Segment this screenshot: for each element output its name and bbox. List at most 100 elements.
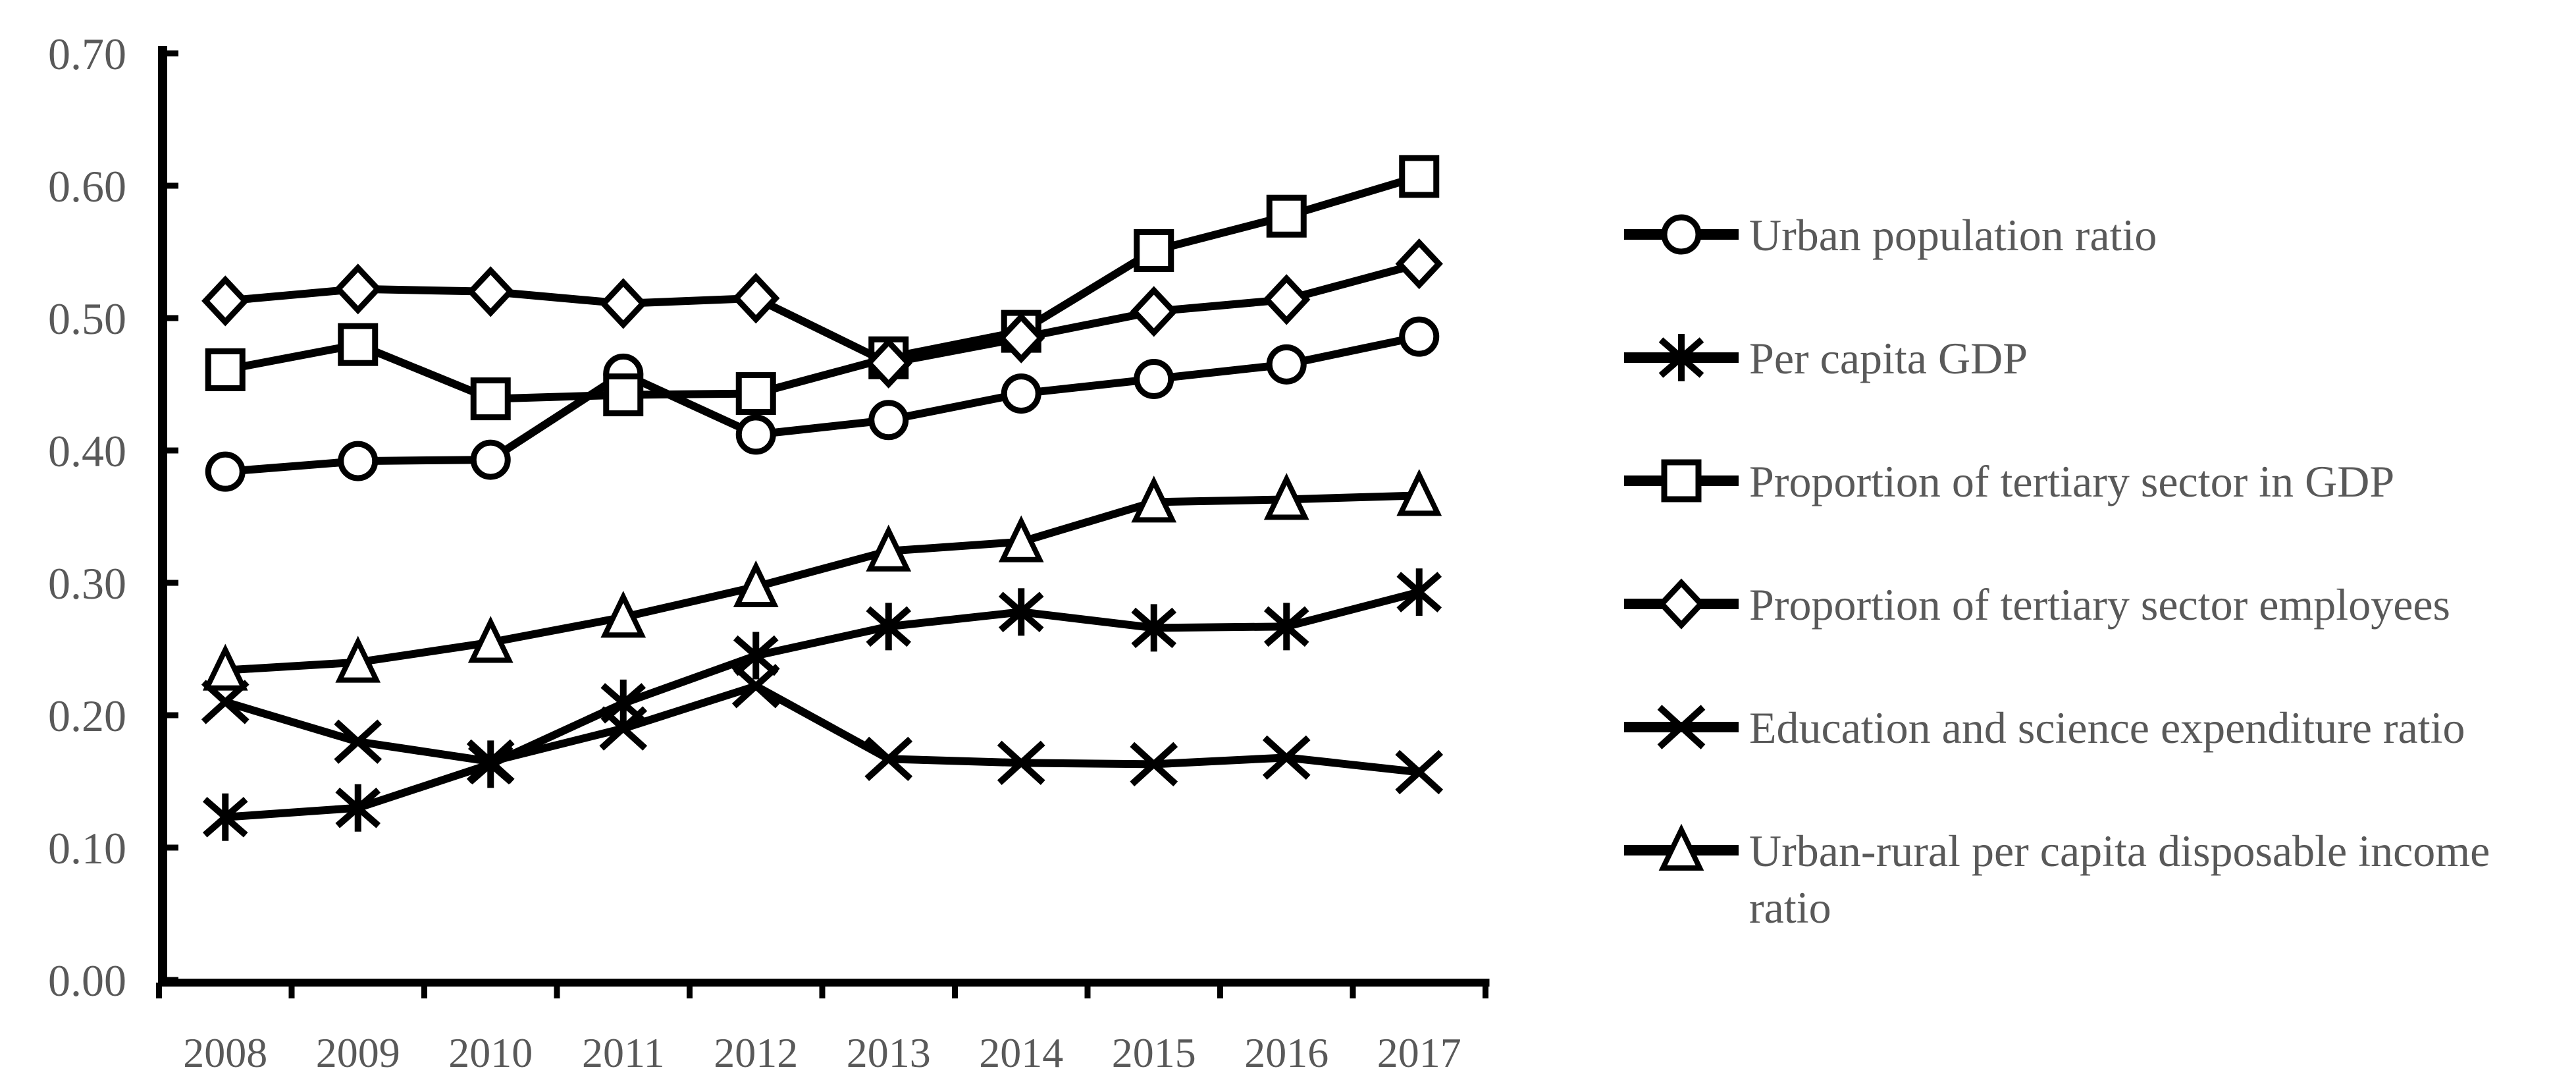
asterisk-marker-icon: [1396, 568, 1442, 616]
asterisk-marker-icon: [733, 632, 779, 680]
diamond-marker-icon: [467, 266, 515, 317]
series-per-capita-gdp: [202, 568, 1442, 841]
series-urban-rural-per-capita-disposable-income-ratio: [202, 469, 1442, 691]
circle-marker-icon: [735, 414, 776, 455]
x-marker-icon: [997, 740, 1045, 786]
legend-label: ratio: [1749, 882, 1831, 933]
square-marker-icon: [1266, 194, 1307, 238]
x-marker-icon: [1395, 749, 1444, 795]
x-axis-tick-label: 2015: [1112, 1029, 1196, 1076]
diamond-marker-icon: [1263, 274, 1311, 325]
series-proportion-of-tertiary-sector-employees: [201, 238, 1443, 389]
square-marker-icon: [603, 373, 644, 417]
circle-marker-icon: [338, 441, 379, 481]
legend: Urban population ratio Per capita GDP Prop…: [1624, 210, 2490, 933]
circle-marker-icon: [868, 400, 909, 441]
x-axis-tick-label: 2011: [582, 1029, 665, 1076]
square-marker-icon: [470, 377, 511, 421]
series-urban-population-ratio: [205, 316, 1440, 492]
legend-label: Proportion of tertiary sector in GDP: [1749, 456, 2394, 506]
x-axis-tick-label: 2014: [979, 1029, 1063, 1076]
triangle-marker-icon: [202, 643, 248, 691]
legend-item-proportion-of-tertiary-sector-in-gdp: Proportion of tertiary sector in GDP: [1624, 456, 2394, 506]
y-axis-tick-label: 0.60: [48, 161, 126, 211]
x-marker-icon: [466, 739, 515, 784]
series-line: [224, 259, 1421, 367]
y-axis-tick-label: 0.70: [48, 29, 126, 79]
asterisk-marker-icon: [866, 603, 912, 651]
y-axis-tick-label: 0.00: [48, 956, 126, 1006]
diamond-marker-icon: [732, 273, 780, 324]
x-axis-tick-label: 2009: [316, 1029, 400, 1076]
diamond-marker-icon: [1657, 578, 1706, 630]
x-axis-tick-label: 2010: [448, 1029, 533, 1076]
y-axis-tick-label: 0.30: [48, 558, 126, 609]
x-axis-tick-label: 2017: [1377, 1029, 1461, 1076]
legend-label: Urban-rural per capita disposable income: [1749, 826, 2490, 876]
series-line: [224, 333, 1420, 476]
circle-marker-icon: [205, 451, 246, 492]
asterisk-marker-icon: [1658, 334, 1704, 381]
axes: 0.00 0.10 0.20 0.30 0.40 0.50 0.60 0.70 2008 2009…: [48, 29, 1490, 1076]
triangle-marker-icon: [733, 560, 779, 608]
triangle-marker-icon: [998, 515, 1044, 562]
y-axis-tick-label: 0.50: [48, 294, 126, 344]
circle-marker-icon: [1661, 214, 1702, 255]
x-marker-icon: [599, 706, 648, 751]
diamond-marker-icon: [997, 312, 1045, 364]
series-line: [224, 588, 1421, 821]
diamond-marker-icon: [864, 337, 912, 389]
asterisk-marker-icon: [335, 784, 381, 832]
circle-marker-icon: [1134, 358, 1174, 399]
legend-label: Education and science expenditure ratio: [1749, 703, 2465, 753]
x-axis-tick-label: 2016: [1244, 1029, 1328, 1076]
legend-label: Proportion of tertiary sector employees: [1749, 580, 2450, 630]
series-line: [224, 491, 1419, 674]
triangle-marker-icon: [1263, 473, 1309, 520]
y-axis-tick-label: 0.10: [48, 823, 126, 873]
square-marker-icon: [735, 372, 776, 416]
triangle-marker-icon: [1131, 475, 1177, 523]
x-axis-tick-label: 2013: [847, 1029, 931, 1076]
diamond-marker-icon: [334, 263, 382, 315]
x-axis-tick-label: 2008: [183, 1029, 267, 1076]
square-marker-icon: [1134, 229, 1174, 272]
asterisk-marker-icon: [202, 793, 248, 841]
triangle-marker-icon: [1396, 469, 1442, 516]
triangle-marker-icon: [600, 591, 646, 638]
circle-marker-icon: [1266, 344, 1307, 385]
asterisk-marker-icon: [1263, 603, 1309, 651]
x-marker-icon: [731, 664, 780, 709]
circle-marker-icon: [1399, 316, 1440, 357]
y-axis-tick-label: 0.40: [48, 426, 126, 476]
legend-item-education-and-science-expenditure-ratio: Education and science expenditure ratio: [1624, 703, 2465, 753]
legend-label: Urban population ratio: [1749, 210, 2157, 260]
asterisk-marker-icon: [1131, 604, 1177, 652]
x-marker-icon: [334, 719, 382, 764]
series-line: [224, 173, 1421, 403]
circle-marker-icon: [1001, 373, 1041, 414]
circle-marker-icon: [470, 439, 511, 480]
asterisk-marker-icon: [998, 588, 1044, 636]
diamond-marker-icon: [1130, 286, 1178, 337]
x-marker-icon: [1130, 742, 1178, 787]
diamond-marker-icon: [1395, 238, 1443, 290]
legend-item-urban-rural-per-capita-disposable-income-ratio: Urban-rural per capita disposable income…: [1624, 823, 2490, 933]
square-marker-icon: [1661, 459, 1702, 502]
diamond-marker-icon: [201, 275, 250, 327]
legend-label: Per capita GDP: [1749, 333, 2028, 383]
y-axis-tick-label: 0.20: [48, 691, 126, 741]
triangle-marker-icon: [467, 616, 513, 663]
square-marker-icon: [1399, 155, 1440, 198]
square-marker-icon: [205, 348, 246, 391]
x-marker-icon: [864, 736, 913, 782]
series-education-and-science-expenditure-ratio: [201, 664, 1444, 795]
legend-item-urban-population-ratio: Urban population ratio: [1624, 210, 2157, 260]
legend-item-per-capita-gdp: Per capita GDP: [1624, 333, 2028, 383]
square-marker-icon: [338, 323, 379, 366]
series-line: [224, 682, 1420, 776]
triangle-marker-icon: [335, 636, 381, 683]
diamond-marker-icon: [599, 278, 647, 329]
